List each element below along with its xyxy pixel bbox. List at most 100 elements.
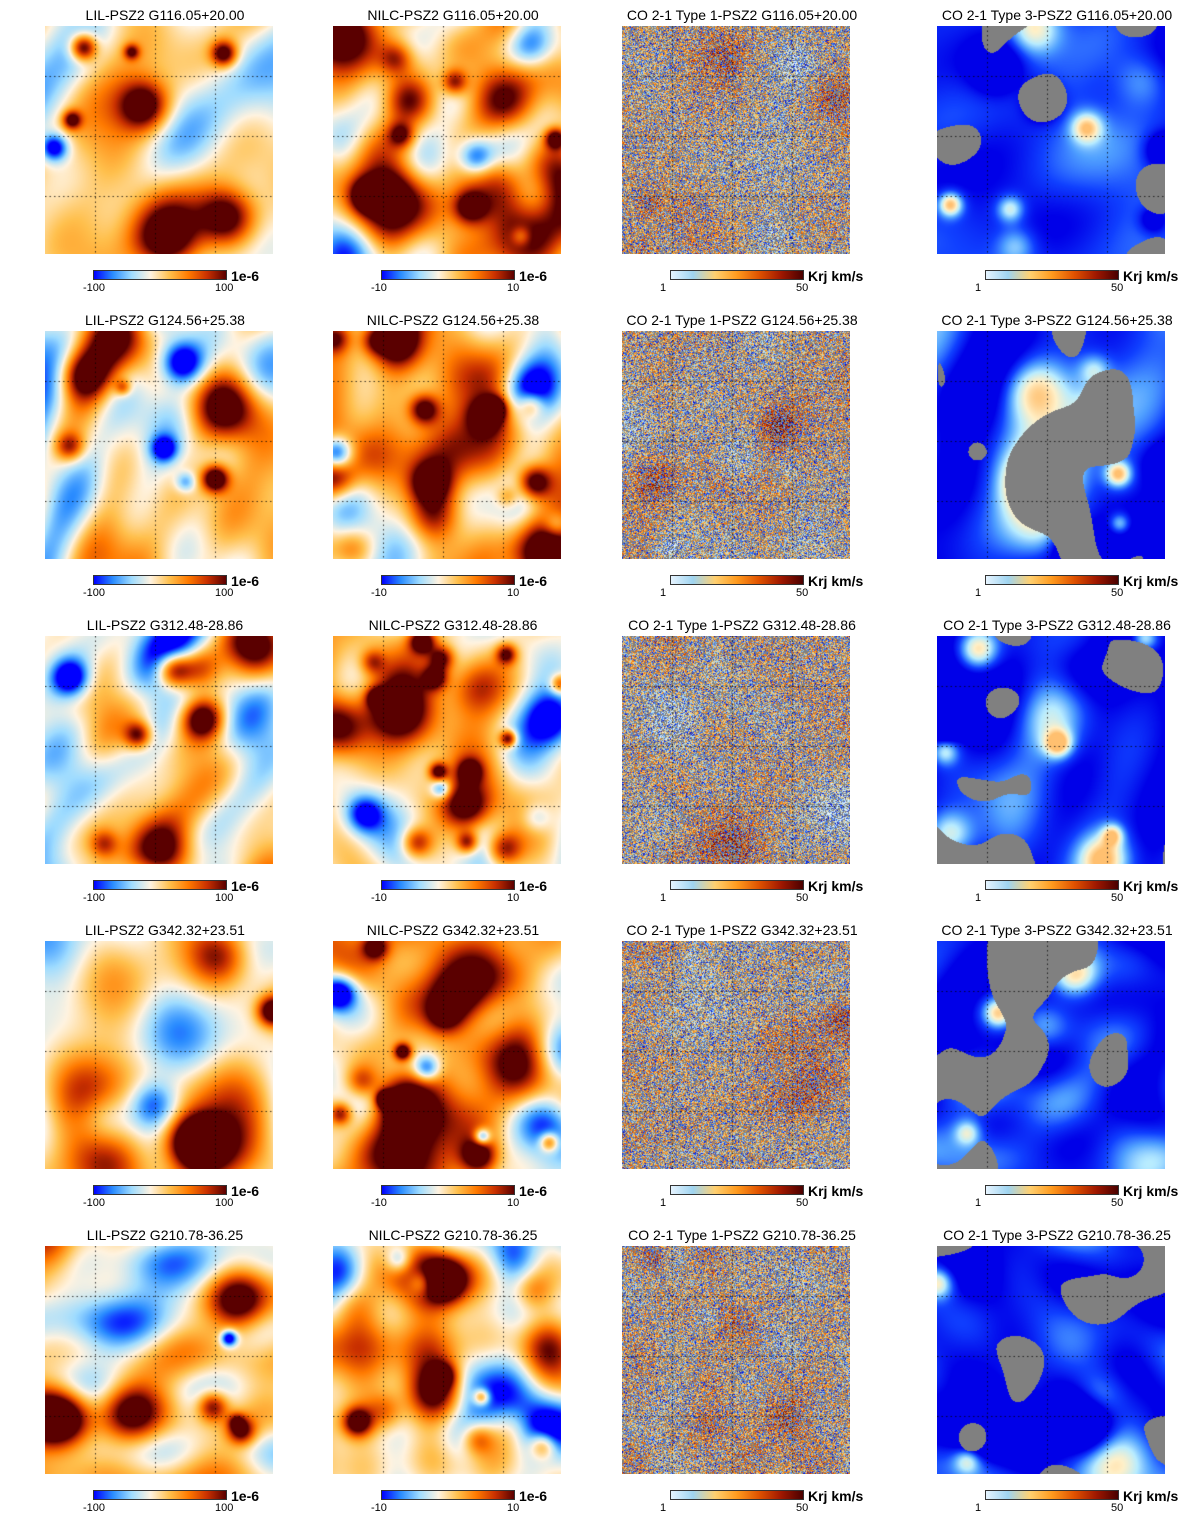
map-panel: CO 2-1 Type 1-PSZ2 G124.56+25.38 1 50 Krj k… (622, 311, 912, 611)
colorbar-min-label: 1 (975, 587, 982, 599)
colorbar-min-label: -100 (83, 1502, 106, 1514)
map-panel: CO 2-1 Type 3-PSZ2 G342.32+23.51 1 50 Krj k… (937, 921, 1200, 1221)
colorbar-unit-label: Krj km/s (808, 268, 864, 284)
colorbar-max-label: 50 (796, 1197, 809, 1209)
co3-map-image (937, 1246, 1165, 1474)
colorbar-min-label: 1 (660, 892, 667, 904)
colorbar-min-label: 1 (975, 282, 982, 294)
colorbar-max-label: 100 (215, 1197, 234, 1209)
colorbar-max-label: 10 (507, 587, 520, 599)
colorbar-min-label: 1 (975, 1502, 982, 1514)
colorbar-min-label: -10 (371, 1197, 387, 1209)
colorbar (670, 1490, 804, 1500)
colorbar-max-label: 50 (796, 282, 809, 294)
panel-title: CO 2-1 Type 1-PSZ2 G342.32+23.51 (626, 922, 858, 938)
panel-title: NILC-PSZ2 G124.56+25.38 (366, 312, 540, 328)
lil-map-image (45, 941, 273, 1169)
colorbar (985, 575, 1119, 585)
colorbar-min-label: 1 (660, 282, 667, 294)
map-panel: CO 2-1 Type 1-PSZ2 G210.78-36.25 1 50 Krj k… (622, 1226, 912, 1526)
nilc-map-image (333, 636, 561, 864)
co3-map-image (937, 636, 1165, 864)
colorbar-min-label: -10 (371, 282, 387, 294)
colorbar-min-label: -10 (371, 587, 387, 599)
colorbar (670, 880, 804, 890)
panel-title: CO 2-1 Type 1-PSZ2 G210.78-36.25 (628, 1227, 856, 1243)
colorbar (381, 270, 515, 280)
colorbar-max-label: 50 (796, 587, 809, 599)
map-panel: CO 2-1 Type 1-PSZ2 G312.48-28.86 1 50 Krj k… (622, 616, 912, 916)
colorbar-unit-label: 1e-6 (231, 878, 260, 894)
colorbar-max-label: 100 (215, 587, 234, 599)
panel-title: NILC-PSZ2 G342.32+23.51 (366, 922, 540, 938)
map-panel: CO 2-1 Type 3-PSZ2 G210.78-36.25 1 50 Krj k… (937, 1226, 1200, 1526)
colorbar (381, 575, 515, 585)
colorbar-min-label: -100 (83, 282, 106, 294)
map-panel: NILC-PSZ2 G342.32+23.51 -10 10 1e-6 (333, 921, 623, 1221)
colorbar-unit-label: 1e-6 (519, 268, 548, 284)
panel-title: CO 2-1 Type 3-PSZ2 G124.56+25.38 (941, 312, 1173, 328)
colorbar (381, 1490, 515, 1500)
panel-title: NILC-PSZ2 G116.05+20.00 (367, 7, 539, 23)
colorbar-max-label: 50 (796, 892, 809, 904)
colorbar-unit-label: 1e-6 (519, 573, 548, 589)
co1-map-image (622, 941, 850, 1169)
colorbar-min-label: 1 (975, 892, 982, 904)
colorbar (670, 1185, 804, 1195)
panel-title: CO 2-1 Type 3-PSZ2 G342.32+23.51 (941, 922, 1173, 938)
colorbar (670, 575, 804, 585)
co1-map-image (622, 26, 850, 254)
map-panel: NILC-PSZ2 G312.48-28.86 -10 10 1e-6 (333, 616, 623, 916)
colorbar-max-label: 50 (1111, 282, 1124, 294)
colorbar-max-label: 100 (215, 892, 234, 904)
colorbar (985, 270, 1119, 280)
colorbar (985, 1490, 1119, 1500)
colorbar-unit-label: Krj km/s (1123, 268, 1179, 284)
colorbar-max-label: 100 (215, 1502, 234, 1514)
co1-map-image (622, 636, 850, 864)
lil-map-image (45, 331, 273, 559)
map-panel: NILC-PSZ2 G210.78-36.25 -10 10 1e-6 (333, 1226, 623, 1526)
colorbar (93, 880, 227, 890)
colorbar-unit-label: 1e-6 (231, 573, 260, 589)
colorbar-min-label: 1 (660, 587, 667, 599)
map-panel: CO 2-1 Type 1-PSZ2 G342.32+23.51 1 50 Krj k… (622, 921, 912, 1221)
colorbar-max-label: 50 (1111, 1197, 1124, 1209)
colorbar-min-label: -100 (83, 892, 106, 904)
panel-title: NILC-PSZ2 G210.78-36.25 (368, 1227, 538, 1243)
map-panel: NILC-PSZ2 G116.05+20.00 -10 10 1e-6 (333, 6, 623, 306)
colorbar-max-label: 100 (215, 282, 234, 294)
co1-map-image (622, 1246, 850, 1474)
colorbar-max-label: 50 (1111, 892, 1124, 904)
co3-map-image (937, 26, 1165, 254)
lil-map-image (45, 636, 273, 864)
map-panel: CO 2-1 Type 3-PSZ2 G116.05+20.00 1 50 Krj k… (937, 6, 1200, 306)
map-panel: NILC-PSZ2 G124.56+25.38 -10 10 1e-6 (333, 311, 623, 611)
colorbar-min-label: -10 (371, 1502, 387, 1514)
colorbar (93, 1185, 227, 1195)
colorbar-min-label: -100 (83, 1197, 106, 1209)
panel-title: LIL-PSZ2 G312.48-28.86 (86, 617, 244, 633)
nilc-map-image (333, 1246, 561, 1474)
panel-title: CO 2-1 Type 1-PSZ2 G124.56+25.38 (626, 312, 858, 328)
colorbar-max-label: 10 (507, 1502, 520, 1514)
panel-title: CO 2-1 Type 3-PSZ2 G210.78-36.25 (943, 1227, 1171, 1243)
colorbar-unit-label: 1e-6 (519, 878, 548, 894)
lil-map-image (45, 26, 273, 254)
map-panel: CO 2-1 Type 3-PSZ2 G312.48-28.86 1 50 Krj k… (937, 616, 1200, 916)
lil-map-image (45, 1246, 273, 1474)
colorbar-unit-label: Krj km/s (808, 1183, 864, 1199)
colorbar-max-label: 50 (1111, 1502, 1124, 1514)
colorbar (985, 880, 1119, 890)
map-panel: LIL-PSZ2 G124.56+25.38 -100 100 1e-6 (45, 311, 335, 611)
co3-map-image (937, 331, 1165, 559)
colorbar-unit-label: 1e-6 (231, 268, 260, 284)
map-panel: CO 2-1 Type 3-PSZ2 G124.56+25.38 1 50 Krj k… (937, 311, 1200, 611)
colorbar-min-label: 1 (660, 1197, 667, 1209)
colorbar-min-label: -100 (83, 587, 106, 599)
map-panel: LIL-PSZ2 G210.78-36.25 -100 100 1e-6 (45, 1226, 335, 1526)
nilc-map-image (333, 26, 561, 254)
panel-title: LIL-PSZ2 G124.56+25.38 (85, 312, 245, 328)
colorbar-unit-label: 1e-6 (519, 1488, 548, 1504)
